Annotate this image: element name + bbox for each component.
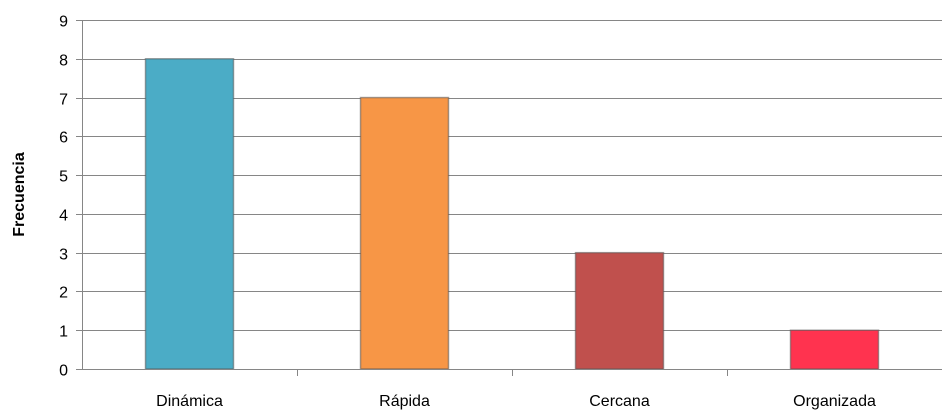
x-tick-label: Cercana (589, 393, 650, 410)
bar-cercana (574, 251, 665, 370)
bars (144, 58, 880, 370)
y-tick-label: 2 (59, 285, 68, 302)
bar-organizada (789, 329, 880, 370)
y-tick-label: 3 (59, 247, 68, 264)
y-tick-label: 5 (59, 169, 68, 186)
y-tick-label: 4 (59, 208, 68, 225)
bar-rápida (359, 96, 450, 370)
y-tick-label: 7 (59, 92, 68, 109)
x-tick-label: Organizada (793, 393, 876, 410)
y-tick-label: 0 (59, 363, 68, 380)
x-tick-label: Rápida (379, 393, 430, 410)
bar-dinámica (144, 58, 235, 370)
axes: 0 1 2 3 4 5 6 7 8 9 Dinámica Rápida Cercana Organizad… (59, 14, 942, 410)
y-tick-label: 1 (59, 324, 68, 341)
y-axis-title: Frecuencia (11, 152, 28, 237)
x-tick-label: Dinámica (156, 393, 223, 410)
y-tick-label: 9 (59, 14, 68, 31)
y-tick-label: 6 (59, 130, 68, 147)
y-tick-label: 8 (59, 53, 68, 70)
